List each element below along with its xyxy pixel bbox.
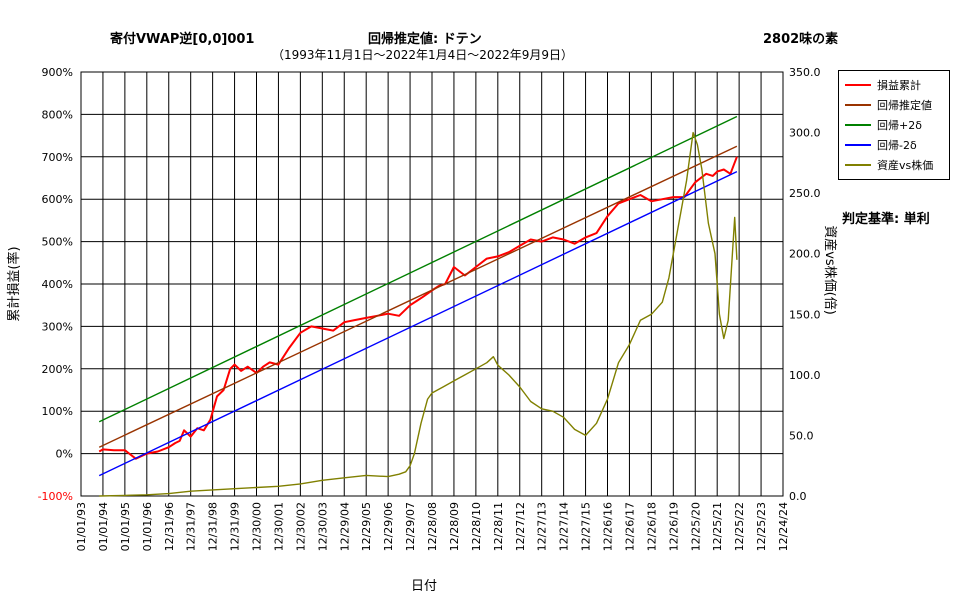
x-tick-label: 12/27/12 — [514, 502, 527, 551]
left-title: 寄付VWAP逆[0,0]001 — [110, 32, 255, 47]
x-tick-label: 12/26/16 — [602, 502, 615, 551]
legend-swatch — [845, 84, 871, 86]
series-group — [98, 115, 738, 497]
legend-label: 資産vs株価 — [877, 159, 934, 172]
left-tick-label: 700% — [42, 151, 73, 164]
legend-swatch — [845, 124, 871, 126]
left-tick-label: 500% — [42, 236, 73, 249]
x-tick-label: 12/28/10 — [470, 502, 483, 551]
x-tick-label: 12/27/14 — [558, 502, 571, 551]
legend-label: 損益累計 — [877, 79, 921, 92]
x-tick-label: 12/30/02 — [294, 502, 307, 551]
x-tick-label: 12/28/09 — [448, 502, 461, 551]
x-tick-label: 12/29/06 — [382, 502, 395, 551]
x-tick-label: 12/25/20 — [689, 502, 702, 551]
x-tick-label: 12/25/22 — [733, 502, 746, 551]
right-tick-label: 350.0 — [789, 66, 821, 79]
left-tick-label: 900% — [42, 66, 73, 79]
criterion-label: 判定基準: 単利 — [842, 212, 930, 227]
series-line — [98, 145, 738, 448]
x-tick-label: 01/01/93 — [75, 502, 88, 551]
left-tick-label: 100% — [42, 405, 73, 418]
x-tick-label: 12/27/13 — [536, 502, 549, 551]
legend-item: 回帰+2δ — [845, 117, 922, 133]
right-tick-label: 100.0 — [789, 369, 821, 382]
legend-label: 回帰+2δ — [877, 119, 922, 132]
right-tick-label: 50.0 — [789, 429, 814, 442]
x-tick-label: 12/29/04 — [338, 502, 351, 551]
x-tick-label: 01/01/95 — [119, 502, 132, 551]
right-title: 2802味の素 — [763, 32, 839, 47]
legend-item: 回帰推定値 — [845, 97, 932, 113]
left-axis-ticks: -100% 0% 100% 200% 300% 400% 500% 600% 700% 800% 9… — [38, 66, 73, 503]
center-title: 回帰推定値: ドテン — [368, 32, 482, 47]
series-line — [98, 170, 738, 477]
legend: 損益累計 回帰推定値 回帰+2δ 回帰-2δ 資産vs株価 — [838, 70, 950, 180]
right-axis-ticks: 0.0 50.0 100.0 150.0 200.0 250.0 300.0 350.0 — [789, 66, 821, 503]
x-tick-label: 01/01/94 — [97, 502, 110, 551]
left-tick-label: 0% — [56, 448, 73, 461]
legend-swatch — [845, 164, 871, 166]
legend-label: 回帰推定値 — [877, 99, 932, 112]
legend-label: 回帰-2δ — [877, 139, 917, 152]
x-tick-label: 12/26/19 — [667, 502, 680, 551]
legend-item: 資産vs株価 — [845, 157, 933, 173]
legend-item: 回帰-2δ — [845, 137, 917, 153]
series-line — [98, 156, 738, 460]
right-tick-label: 250.0 — [789, 187, 821, 200]
left-tick-label: -100% — [38, 490, 73, 503]
left-tick-label: 200% — [42, 363, 73, 376]
x-tick-label: 12/24/24 — [777, 502, 790, 551]
x-tick-label: 12/27/15 — [580, 502, 593, 551]
left-tick-label: 400% — [42, 278, 73, 291]
left-tick-label: 300% — [42, 320, 73, 333]
x-tick-label: 12/31/96 — [163, 502, 176, 551]
legend-swatch — [845, 104, 871, 106]
grid — [81, 72, 783, 496]
x-tick-label: 12/29/05 — [360, 502, 373, 551]
x-tick-label: 12/25/21 — [711, 502, 724, 551]
left-tick-label: 600% — [42, 193, 73, 206]
x-tick-label: 12/31/98 — [207, 502, 220, 551]
x-tick-label: 12/28/11 — [492, 502, 505, 551]
series-line — [99, 131, 738, 497]
x-tick-label: 12/26/17 — [623, 502, 636, 551]
legend-item: 損益累計 — [845, 77, 921, 93]
x-tick-label: 12/28/08 — [426, 502, 439, 551]
left-tick-label: 800% — [42, 108, 73, 121]
x-tick-label: 12/29/07 — [404, 502, 417, 551]
x-axis-ticks: 01/01/93 01/01/94 01/01/95 01/01/96 12/31/96… — [75, 502, 790, 551]
x-tick-label: 12/31/97 — [185, 502, 198, 551]
x-tick-label: 12/26/18 — [645, 502, 658, 551]
x-tick-label: 12/30/00 — [251, 502, 264, 551]
x-tick-label: 12/25/23 — [755, 502, 768, 551]
x-tick-label: 12/31/99 — [229, 502, 242, 551]
series-line — [98, 115, 738, 423]
legend-swatch — [845, 144, 871, 146]
x-tick-label: 12/30/01 — [272, 502, 285, 551]
right-tick-label: 200.0 — [789, 248, 821, 261]
left-axis-label: 累計損益(率) — [6, 246, 22, 321]
subtitle: （1993年11月1日～2022年1月4日～2022年9月9日） — [272, 48, 574, 62]
x-tick-label: 12/30/03 — [316, 502, 329, 551]
x-tick-label: 01/01/96 — [141, 502, 154, 551]
x-axis-label: 日付 — [411, 579, 437, 594]
right-tick-label: 150.0 — [789, 308, 821, 321]
right-tick-label: 0.0 — [789, 490, 807, 503]
right-axis-label: 資産vs株価(倍) — [822, 225, 838, 315]
right-tick-label: 300.0 — [789, 127, 821, 140]
